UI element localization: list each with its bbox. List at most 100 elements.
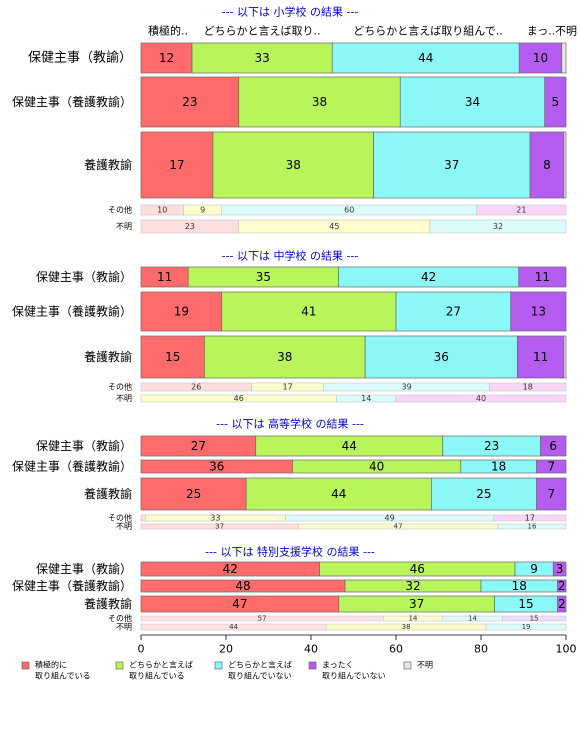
bar-segment xyxy=(561,42,567,74)
data-label: 60 xyxy=(344,206,354,215)
data-label: 11 xyxy=(535,270,550,284)
row-label: 養護教諭 xyxy=(84,157,132,172)
panel-title: --- 以下は 中学校 の結果 --- xyxy=(222,249,359,263)
data-label: 21 xyxy=(516,206,526,215)
bar-segment xyxy=(485,623,567,631)
data-label: 34 xyxy=(465,95,480,109)
bar-segment xyxy=(476,204,567,216)
data-label: 8 xyxy=(543,158,551,172)
bar-segment xyxy=(557,595,567,613)
row-label: 養護教諭 xyxy=(84,486,132,501)
bar-segment xyxy=(552,561,567,577)
bar-segment xyxy=(221,291,397,332)
column-header: どちらかと言えば取り組んで.. xyxy=(353,25,502,38)
data-label: 38 xyxy=(402,623,411,631)
bar-segment xyxy=(140,477,247,511)
legend-swatch xyxy=(214,661,223,670)
data-label: 44 xyxy=(331,487,346,501)
bar-segment xyxy=(489,382,567,392)
data-label: 14 xyxy=(409,615,418,623)
legend-label: まったく xyxy=(322,661,354,670)
row-label: 保健主事（教諭） xyxy=(36,438,132,453)
x-tick-label: 20 xyxy=(219,643,233,656)
bar-segment xyxy=(140,131,214,199)
data-label: 48 xyxy=(235,579,250,593)
legend-swatch xyxy=(308,661,317,670)
data-label: 25 xyxy=(476,487,491,501)
data-label: 17 xyxy=(283,383,293,392)
panel-title: --- 以下は 高等学校 の結果 --- xyxy=(216,417,364,431)
legend-label: 取り組んでいない xyxy=(322,671,386,681)
data-label: 23 xyxy=(182,95,197,109)
bar-segment xyxy=(497,523,567,530)
legend-label: 不明 xyxy=(417,661,433,670)
bar-segment xyxy=(204,335,366,379)
row-label: 保健主事（養護教諭） xyxy=(12,459,132,474)
data-label: 46 xyxy=(234,394,244,403)
data-label: 37 xyxy=(409,597,424,611)
row-label: 不明 xyxy=(116,394,132,403)
bar-segment xyxy=(536,477,567,511)
bar-segment xyxy=(493,514,567,522)
data-label: 42 xyxy=(223,562,238,576)
data-label: 47 xyxy=(394,523,403,531)
data-label: 44 xyxy=(229,623,238,631)
legend-label: 取り組んでいる xyxy=(129,671,185,681)
data-label: 38 xyxy=(277,350,292,364)
row-label: 養護教諭 xyxy=(84,349,132,364)
row-label: その他 xyxy=(108,382,132,392)
data-label: 12 xyxy=(159,51,174,65)
bar-segment xyxy=(140,291,223,332)
x-tick-label: 40 xyxy=(304,643,318,656)
data-label: 40 xyxy=(369,460,384,474)
bar-segment xyxy=(399,76,546,128)
data-label: 23 xyxy=(185,222,195,231)
x-tick-label: 60 xyxy=(389,643,403,656)
legend-label: 積極的に xyxy=(35,660,67,670)
data-label: 23 xyxy=(484,439,499,453)
row-label: 保健主事（養護教諭） xyxy=(12,94,132,109)
data-label: 7 xyxy=(547,487,555,501)
data-label: 37 xyxy=(444,158,459,172)
column-header: まっ.. xyxy=(527,25,556,38)
data-label: 35 xyxy=(256,270,271,284)
row-label: 養護教諭 xyxy=(84,596,132,611)
data-label: 2 xyxy=(558,579,566,593)
row-label: その他 xyxy=(108,205,132,215)
data-label: 38 xyxy=(312,95,327,109)
bar-segment xyxy=(373,131,531,199)
data-label: 32 xyxy=(493,222,503,231)
panel-title: --- 以下は 特別支援学校 の結果 --- xyxy=(205,545,375,559)
data-label: 18 xyxy=(491,460,506,474)
data-label: 10 xyxy=(157,206,167,215)
data-label: 41 xyxy=(301,305,316,319)
bar-segment xyxy=(563,131,567,199)
bar-segment xyxy=(540,435,567,457)
data-label: 44 xyxy=(342,439,357,453)
data-label: 7 xyxy=(547,460,555,474)
data-label: 10 xyxy=(533,51,548,65)
column-header: 積極的.. xyxy=(148,24,188,38)
legend-swatch xyxy=(115,661,124,670)
data-label: 18 xyxy=(512,579,527,593)
data-label: 42 xyxy=(421,270,436,284)
x-tick-label: 0 xyxy=(138,643,145,656)
row-label: 不明 xyxy=(116,623,132,632)
column-header: どちらかと言えば取り.. xyxy=(204,25,321,38)
bar-segment xyxy=(536,459,567,474)
bar-segment xyxy=(517,335,565,379)
bar-segment xyxy=(191,42,333,74)
data-label: 17 xyxy=(169,158,184,172)
bar-segment xyxy=(140,42,193,74)
bar-segment xyxy=(364,335,518,379)
data-label: 49 xyxy=(385,514,395,523)
data-label: 57 xyxy=(258,615,267,623)
bar-segment xyxy=(557,579,567,593)
data-label: 15 xyxy=(165,350,180,364)
panel-title: --- 以下は 小学校 の結果 --- xyxy=(222,5,359,19)
row-label: 不明 xyxy=(116,522,132,531)
row-label: 保健主事（教諭） xyxy=(28,50,132,66)
data-label: 39 xyxy=(402,383,412,392)
bar-segment xyxy=(529,131,565,199)
